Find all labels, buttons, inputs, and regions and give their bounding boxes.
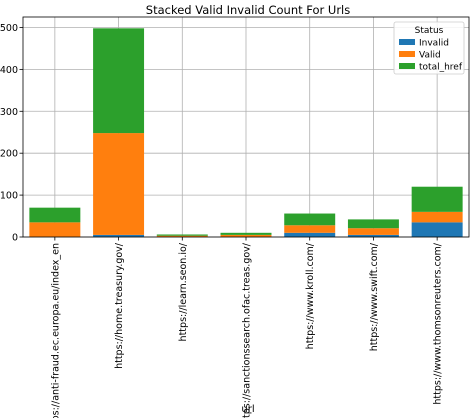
legend: Status Invalid Valid total_href: [393, 21, 465, 75]
x-tick-label-3: https://sanctionssearch.ofac.treas.gov/: [242, 242, 253, 418]
bar-total-href-0: [29, 207, 81, 223]
y-tick-label-300: 300: [0, 107, 18, 118]
x-tick-label-4: https://www.kroll.com/: [305, 242, 316, 349]
y-tick-label-200: 200: [0, 149, 18, 160]
x-axis-ticks: https://anti-fraud.ec.europa.eu/index_en…: [50, 237, 444, 418]
y-tick-label-0: 0: [12, 233, 18, 244]
bar-valid-1: [93, 133, 145, 235]
legend-box: [393, 21, 465, 75]
x-tick-label-5: https://www.swift.com/: [369, 242, 380, 351]
bar-valid-6: [411, 211, 463, 223]
y-tick-label-500: 500: [0, 23, 18, 34]
x-axis-label: url: [241, 404, 254, 415]
chart-title: Stacked Valid Invalid Count For Urls: [146, 3, 350, 17]
legend-swatch-invalid: [399, 39, 415, 45]
bar-total-href-6: [411, 186, 463, 212]
legend-swatch-total-href: [399, 63, 415, 69]
bar-invalid-5: [347, 234, 399, 237]
legend-label-invalid: Invalid: [419, 39, 449, 49]
bar-total-href-3: [220, 232, 272, 235]
bar-invalid-1: [93, 234, 145, 237]
x-tick-label-2: https://learn.seon.io/: [178, 242, 189, 341]
bar-valid-0: [29, 222, 81, 237]
bar-total-href-2: [156, 234, 208, 236]
y-axis-ticks: 0 100 200 300 400 500: [0, 23, 23, 244]
y-tick-label-400: 400: [0, 65, 18, 76]
bar-invalid-4: [284, 232, 336, 237]
legend-title: Status: [415, 26, 444, 36]
bar-valid-4: [284, 225, 336, 233]
bar-total-href-4: [284, 213, 336, 226]
bar-total-href-1: [93, 28, 145, 134]
bar-invalid-6: [411, 222, 463, 237]
bar-total-href-5: [347, 219, 399, 229]
x-tick-label-0: https://anti-fraud.ec.europa.eu/index_en: [50, 243, 61, 418]
bar-valid-2: [156, 235, 208, 237]
bar-valid-5: [347, 228, 399, 235]
x-tick-label-6: https://www.thomsonreuters.com/: [433, 242, 444, 404]
legend-label-total-href: total_href: [419, 63, 463, 73]
bar-valid-3: [220, 234, 272, 237]
legend-swatch-valid: [399, 51, 415, 57]
bars: [29, 28, 463, 237]
y-tick-label-100: 100: [0, 191, 18, 202]
legend-label-valid: Valid: [419, 51, 441, 61]
x-tick-label-1: https://home.treasury.gov/: [114, 242, 125, 369]
